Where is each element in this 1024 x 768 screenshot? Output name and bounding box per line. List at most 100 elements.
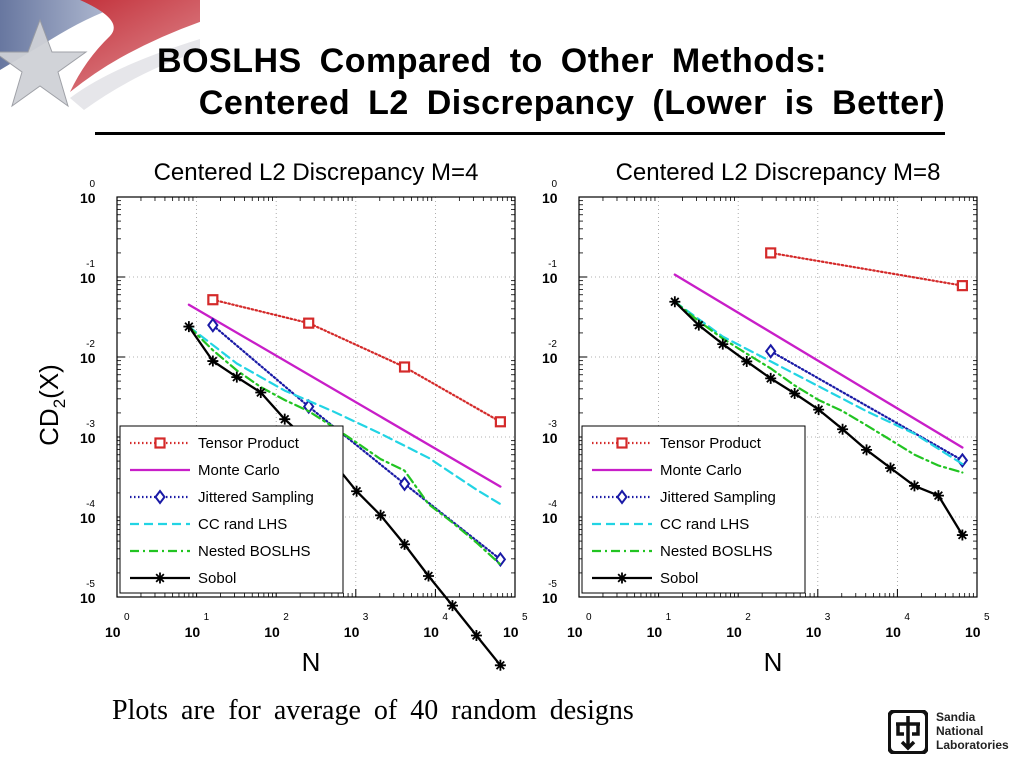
y-tick-label: 10 <box>80 270 96 286</box>
plot-frame <box>116 196 516 598</box>
data-point-sobol <box>908 480 920 492</box>
y-tick-exponent: -5 <box>86 579 95 590</box>
series-line-cc-rand-lhs <box>187 325 502 506</box>
y-tick-label: 10 <box>542 270 558 286</box>
x-tick-exponent: 3 <box>363 612 369 623</box>
y-tick-label: 10 <box>542 510 558 526</box>
x-tick-exponent: 0 <box>586 612 592 623</box>
chart-title: Centered L2 Discrepancy M=4 <box>154 159 479 186</box>
legend-marker-tensor-product <box>154 437 166 449</box>
axis-ticks <box>116 196 516 598</box>
y-tick-exponent: -5 <box>548 579 557 590</box>
data-point-sobol <box>446 600 458 612</box>
y-tick-label: 10 <box>80 350 96 366</box>
y-tick-label: 10 <box>80 190 96 206</box>
slide-caption: Plots are for average of 40 random desig… <box>112 695 634 726</box>
data-point-sobol <box>765 372 777 384</box>
legend-label-sobol: Sobol <box>660 570 698 587</box>
sandia-thunderbird-icon <box>888 710 928 754</box>
x-tick-exponent: 3 <box>825 612 831 623</box>
data-point-sobol <box>423 570 435 582</box>
series-line-jittered-sampling <box>769 350 964 462</box>
legend-label-monte-carlo: Monte Carlo <box>660 462 742 479</box>
data-point-tensor-product <box>398 361 411 373</box>
y-tick-label: 10 <box>80 590 96 606</box>
data-point-sobol <box>494 659 506 671</box>
flag-blue-field <box>0 0 140 70</box>
grid <box>579 197 977 597</box>
x-tick-exponent: 1 <box>204 612 210 623</box>
y-tick-exponent: -1 <box>548 259 557 270</box>
chart-title: Centered L2 Discrepancy M=8 <box>616 159 941 186</box>
x-tick-label: 10 <box>264 624 280 640</box>
logo-text-line-3: Laboratories <box>936 738 1009 752</box>
data-point-sobol <box>183 321 195 333</box>
data-point-sobol <box>375 509 387 521</box>
series-cc-rand-lhs <box>673 300 964 466</box>
data-point-sobol <box>470 630 482 642</box>
y-axis-label: CD2(X) <box>34 364 69 446</box>
data-point-sobol <box>741 355 753 367</box>
legend-label-cc-rand-lhs: CC rand LHS <box>198 516 287 533</box>
legend-marker-tensor-product <box>616 437 628 449</box>
x-tick-label: 10 <box>965 624 981 640</box>
x-axis-label: N <box>302 647 321 677</box>
flag-red-stripe <box>70 0 200 92</box>
chart-m8: Centered L2 Discrepancy M=81001011021031… <box>542 159 990 677</box>
data-point-sobol <box>693 319 705 331</box>
data-point-sobol <box>399 538 411 550</box>
data-point-sobol <box>885 462 897 474</box>
data-point-sobol <box>351 485 363 497</box>
x-tick-exponent: 2 <box>283 612 289 623</box>
legend-marker-sobol <box>154 572 166 584</box>
legend-box <box>119 425 344 594</box>
x-tick-label: 10 <box>344 624 360 640</box>
series-line-tensor-product <box>211 298 502 423</box>
data-point-sobol <box>255 386 267 398</box>
data-point-sobol <box>956 529 968 541</box>
grid <box>117 197 515 597</box>
series-tensor-product <box>765 247 968 292</box>
x-tick-exponent: 4 <box>904 612 910 623</box>
slide-title-line-1: BOSLHS Compared to Other Methods: <box>157 42 827 80</box>
series-line-nested-boslhs <box>187 325 502 566</box>
legend-label-nested-boslhs: Nested BOSLHS <box>198 543 311 560</box>
series-tensor-product <box>207 294 506 428</box>
data-point-sobol <box>789 387 801 399</box>
data-point-sobol <box>837 423 849 435</box>
x-tick-exponent: 0 <box>124 612 130 623</box>
data-point-tensor-product <box>956 280 968 292</box>
y-tick-exponent: -4 <box>548 499 557 510</box>
logo-text-line-2: National <box>936 724 984 738</box>
legend-label-nested-boslhs: Nested BOSLHS <box>660 543 773 560</box>
y-tick-label: 10 <box>542 350 558 366</box>
x-tick-label: 10 <box>423 624 439 640</box>
x-tick-label: 10 <box>647 624 663 640</box>
legend-marker-jittered-sampling <box>616 489 628 505</box>
plot-frame <box>578 196 978 598</box>
y-tick-exponent: -2 <box>86 339 95 350</box>
x-tick-exponent: 2 <box>745 612 751 623</box>
legend-marker-sobol <box>616 572 628 584</box>
data-point-jittered-sampling <box>207 317 219 333</box>
legend-marker-jittered-sampling <box>154 489 166 505</box>
data-point-jittered-sampling <box>764 343 777 359</box>
series-line-monte-carlo <box>673 273 964 449</box>
y-tick-exponent: -1 <box>86 259 95 270</box>
series-nested-boslhs <box>187 325 502 566</box>
x-axis-label: N <box>764 647 783 677</box>
y-tick-exponent: -2 <box>548 339 557 350</box>
legend-box <box>581 425 806 594</box>
series-cc-rand-lhs <box>187 325 502 506</box>
series-line-cc-rand-lhs <box>673 300 964 466</box>
legend: Tensor Product Monte Carlo Jittered Sampli… <box>119 425 344 594</box>
data-point-tensor-product <box>494 416 506 428</box>
series-jittered-sampling <box>764 343 969 469</box>
series-line-tensor-product <box>769 251 964 287</box>
x-tick-label: 10 <box>806 624 822 640</box>
series-sobol <box>669 296 968 541</box>
y-tick-exponent: 0 <box>551 179 557 190</box>
data-point-sobol <box>279 413 291 425</box>
flag-star-graphic <box>0 0 200 110</box>
data-point-sobol <box>717 338 729 350</box>
